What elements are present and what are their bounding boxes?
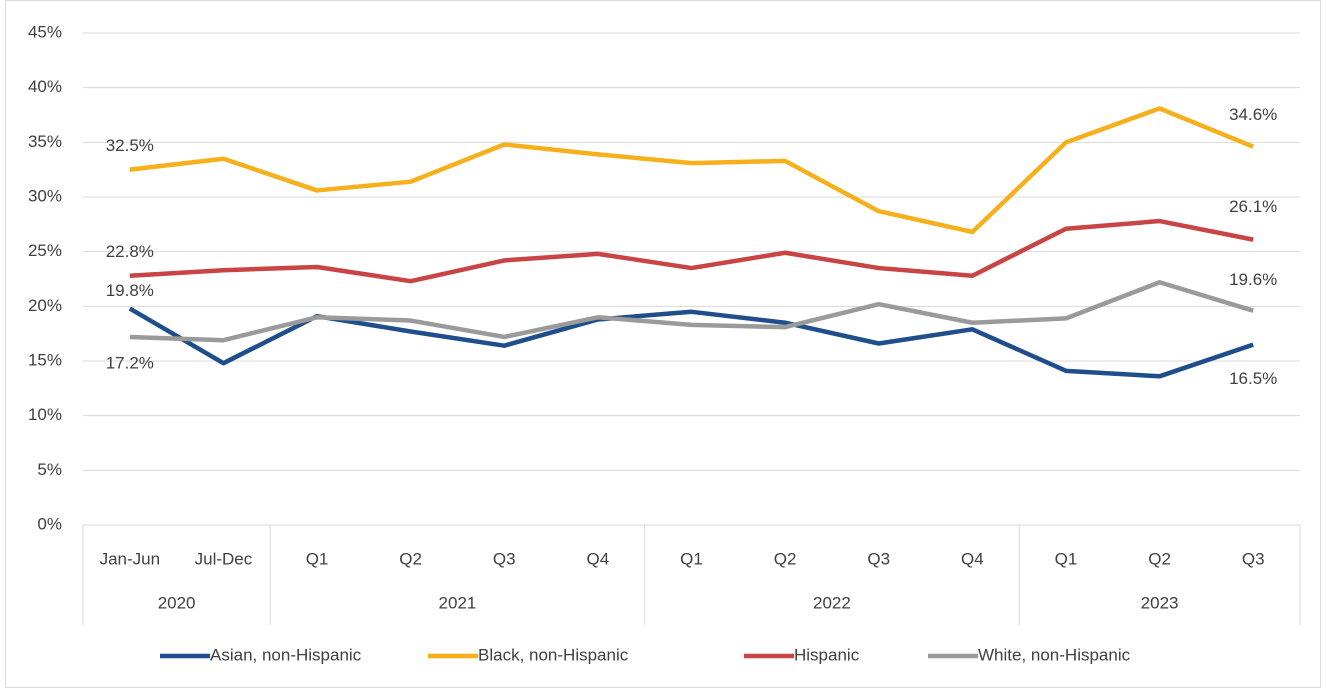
y-tick-label: 15% [28, 350, 62, 369]
y-tick-label: 5% [37, 460, 62, 479]
x-tick-label: Q1 [1055, 549, 1078, 568]
x-tick-label: Q3 [867, 549, 890, 568]
x-tick-label: Q1 [680, 549, 703, 568]
x-group-label: 2023 [1141, 593, 1179, 612]
y-tick-label: 35% [28, 132, 62, 151]
legend-label: Asian, non-Hispanic [210, 645, 362, 664]
x-group-label: 2022 [813, 593, 851, 612]
series-line [129, 106, 1255, 235]
data-label: 34.6% [1229, 105, 1277, 124]
data-label: 26.1% [1229, 197, 1277, 216]
x-group-label: 2021 [439, 593, 477, 612]
data-label: 19.8% [106, 281, 154, 300]
data-label: 32.5% [106, 136, 154, 155]
legend-label: Black, non-Hispanic [478, 645, 629, 664]
series-line [129, 218, 1254, 284]
legend-label: Hispanic [794, 645, 860, 664]
x-tick-label: Q3 [1242, 549, 1265, 568]
x-tick-label: Q4 [587, 549, 610, 568]
legend-label: White, non-Hispanic [978, 645, 1131, 664]
x-tick-label: Q2 [1148, 549, 1171, 568]
x-tick-label: Jul-Dec [195, 549, 253, 568]
x-tick-label: Jan-Jun [100, 549, 160, 568]
x-tick-label: Q3 [493, 549, 516, 568]
y-tick-label: 40% [28, 77, 62, 96]
x-group-label: 2020 [158, 593, 196, 612]
y-tick-label: 20% [28, 296, 62, 315]
x-tick-label: Q2 [399, 549, 422, 568]
x-tick-label: Q1 [306, 549, 329, 568]
chart-frame [5, 0, 1321, 688]
y-tick-label: 0% [37, 514, 62, 533]
y-tick-label: 10% [28, 405, 62, 424]
x-tick-label: Q4 [961, 549, 984, 568]
data-label: 16.5% [1229, 369, 1277, 388]
x-tick-label: Q2 [774, 549, 797, 568]
y-tick-label: 25% [28, 241, 62, 260]
series-line [129, 280, 1254, 343]
data-label: 17.2% [106, 353, 154, 372]
y-tick-label: 30% [28, 186, 62, 205]
data-label: 22.8% [106, 242, 154, 261]
data-label: 19.6% [1229, 270, 1277, 289]
y-tick-label: 45% [28, 22, 62, 41]
